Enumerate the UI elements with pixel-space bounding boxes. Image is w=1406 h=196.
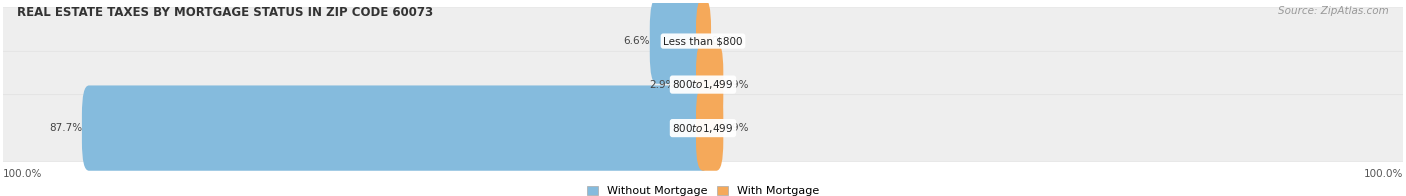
FancyBboxPatch shape bbox=[650, 0, 710, 84]
Text: 1.9%: 1.9% bbox=[723, 123, 749, 133]
Text: $800 to $1,499: $800 to $1,499 bbox=[672, 122, 734, 135]
FancyBboxPatch shape bbox=[696, 42, 723, 127]
Text: Less than $800: Less than $800 bbox=[664, 36, 742, 46]
Legend: Without Mortgage, With Mortgage: Without Mortgage, With Mortgage bbox=[588, 186, 818, 196]
FancyBboxPatch shape bbox=[696, 85, 723, 171]
Text: $800 to $1,499: $800 to $1,499 bbox=[672, 78, 734, 91]
Text: 1.9%: 1.9% bbox=[723, 80, 749, 90]
Text: 100.0%: 100.0% bbox=[3, 169, 42, 179]
Text: 2.9%: 2.9% bbox=[650, 80, 676, 90]
FancyBboxPatch shape bbox=[0, 51, 1406, 118]
Text: 6.6%: 6.6% bbox=[623, 36, 650, 46]
FancyBboxPatch shape bbox=[696, 0, 711, 84]
Text: 87.7%: 87.7% bbox=[49, 123, 82, 133]
Text: 100.0%: 100.0% bbox=[1364, 169, 1403, 179]
Text: REAL ESTATE TAXES BY MORTGAGE STATUS IN ZIP CODE 60073: REAL ESTATE TAXES BY MORTGAGE STATUS IN … bbox=[17, 6, 433, 19]
FancyBboxPatch shape bbox=[0, 8, 1406, 74]
Text: Source: ZipAtlas.com: Source: ZipAtlas.com bbox=[1278, 6, 1389, 16]
Text: 0.15%: 0.15% bbox=[711, 36, 744, 46]
FancyBboxPatch shape bbox=[676, 42, 710, 127]
FancyBboxPatch shape bbox=[82, 85, 710, 171]
FancyBboxPatch shape bbox=[0, 95, 1406, 162]
